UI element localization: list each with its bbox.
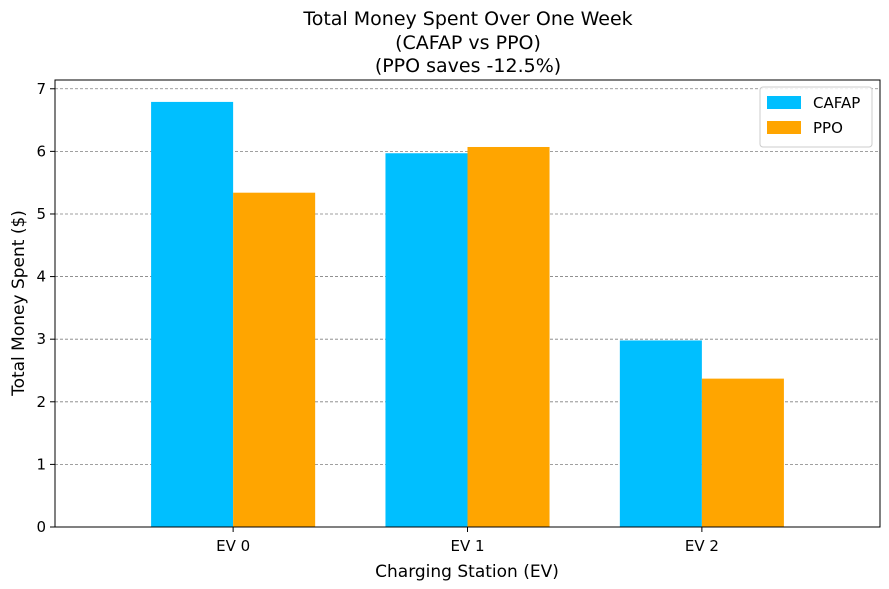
chart-title-line-3: (PPO saves -12.5%) xyxy=(375,55,561,77)
chart-title: Total Money Spent Over One Week (CAFAP v… xyxy=(302,8,632,77)
bar-ppo-ev-2 xyxy=(701,378,784,527)
bar-ppo-ev-0 xyxy=(233,192,316,527)
y-tick-label-0: 0 xyxy=(36,518,46,536)
x-tick-label-0: EV 0 xyxy=(216,537,250,555)
chart-title-line-2: (CAFAP vs PPO) xyxy=(395,32,541,54)
legend-swatch-ppo xyxy=(767,121,801,134)
bar-cafap-ev-0 xyxy=(151,101,234,527)
y-axis-ticks: 0 1 2 3 4 5 6 7 xyxy=(36,80,55,536)
y-axis-label: Total Money Spent ($) xyxy=(9,210,29,397)
y-tick-label-3: 3 xyxy=(36,330,46,348)
x-axis-ticks: EV 0 EV 1 EV 2 xyxy=(216,527,719,555)
bar-ppo-ev-1 xyxy=(467,146,550,527)
y-tick-label-7: 7 xyxy=(36,80,46,98)
y-tick-label-1: 1 xyxy=(36,455,46,473)
y-tick-label-4: 4 xyxy=(36,268,46,286)
legend-swatch-cafap xyxy=(767,96,801,109)
y-tick-label-5: 5 xyxy=(36,205,46,223)
legend-label-cafap: CAFAP xyxy=(813,94,860,112)
bar-cafap-ev-2 xyxy=(619,340,702,527)
y-tick-label-6: 6 xyxy=(36,142,46,160)
legend: CAFAP PPO xyxy=(759,86,873,148)
x-tick-label-2: EV 2 xyxy=(685,537,719,555)
x-tick-label-1: EV 1 xyxy=(450,537,484,555)
y-tick-label-2: 2 xyxy=(36,393,46,411)
bars-group xyxy=(151,101,784,527)
bar-cafap-ev-1 xyxy=(385,153,468,527)
x-axis-label: Charging Station (EV) xyxy=(375,562,559,582)
legend-label-ppo: PPO xyxy=(813,119,843,137)
chart-title-line-1: Total Money Spent Over One Week xyxy=(302,8,632,30)
